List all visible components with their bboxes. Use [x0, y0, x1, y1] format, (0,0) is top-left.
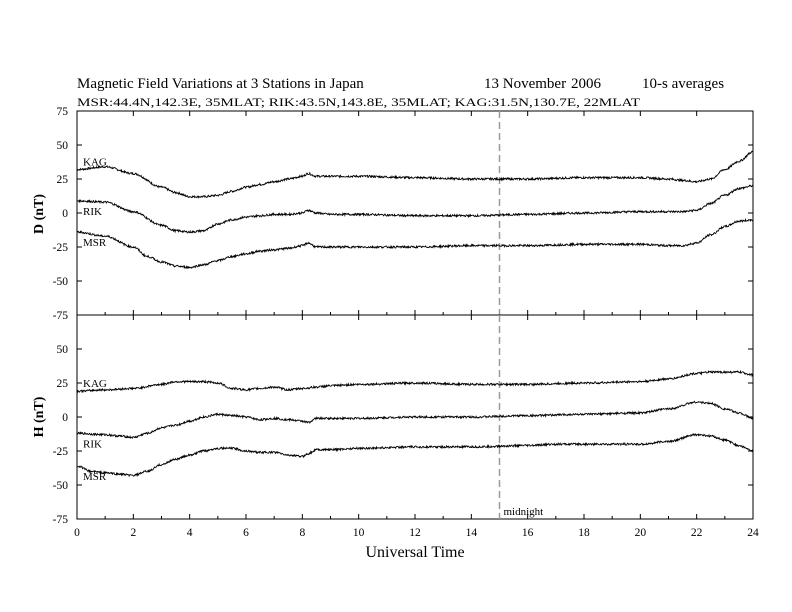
x-tick-label: 22 [691, 527, 703, 539]
x-tick-label: 6 [243, 527, 249, 539]
y-tick-label: -75 [53, 310, 69, 322]
x-tick-label: 8 [299, 527, 305, 539]
x-tick-label: 2 [130, 527, 136, 539]
y-tick-label: 50 [57, 344, 69, 356]
series-line-rik [76, 400, 754, 439]
y-tick-label: -75 [53, 514, 69, 526]
x-tick-label: 24 [747, 527, 759, 539]
midnight-label: midnight [504, 506, 544, 518]
x-tick-label: 20 [635, 527, 647, 539]
y-tick-label: 25 [57, 378, 69, 390]
y-tick-label: 0 [62, 208, 68, 220]
series-line-kag [76, 150, 754, 199]
series-line-msr [76, 217, 754, 270]
series-label-rik: RIK [83, 206, 102, 218]
x-tick-label: 0 [74, 527, 80, 539]
series-label-msr: MSR [83, 471, 107, 483]
series-label-msr: MSR [83, 237, 107, 249]
x-tick-label: 18 [578, 527, 590, 539]
averages-label: 10-s averages [642, 76, 724, 92]
y-tick-label: 25 [57, 174, 69, 186]
x-tick-label: 4 [187, 527, 193, 539]
figure-date-year: 2006 [571, 76, 602, 92]
x-tick-label: 10 [353, 527, 365, 539]
x-tick-label: 12 [409, 527, 421, 539]
x-tick-label: 14 [466, 527, 478, 539]
x-axis-label: Universal Time [365, 544, 464, 561]
y-tick-label: -50 [53, 276, 69, 288]
series-label-rik: RIK [83, 438, 102, 450]
series-line-msr [76, 432, 754, 478]
series-label-kag: KAG [83, 378, 107, 390]
series-line-rik [76, 184, 754, 234]
plot-frame [76, 110, 754, 316]
bottom-panel-ylabel: H (nT) [32, 396, 47, 437]
y-tick-label: -25 [53, 446, 69, 458]
top-panel-ylabel: D (nT) [32, 194, 47, 234]
series-line-kag [76, 369, 754, 394]
series-label-kag: KAG [83, 156, 107, 168]
station-coordinates-subtitle: MSR:44.4N,142.3E, 35MLAT; RIK:43.5N,143.… [77, 95, 641, 109]
figure-date-prefix: 13 November [484, 76, 566, 92]
y-tick-label: -50 [53, 480, 69, 492]
x-tick-label: 16 [522, 527, 534, 539]
declination-panel: -75 -50 -25 0 25 50 75 KAG RIK MSR [53, 106, 754, 322]
y-tick-label: 75 [57, 106, 69, 118]
figure-title: Magnetic Field Variations at 3 Stations … [77, 76, 364, 92]
y-tick-label: 0 [62, 412, 68, 424]
y-tick-label: 50 [57, 140, 69, 152]
y-tick-label: -25 [53, 242, 69, 254]
